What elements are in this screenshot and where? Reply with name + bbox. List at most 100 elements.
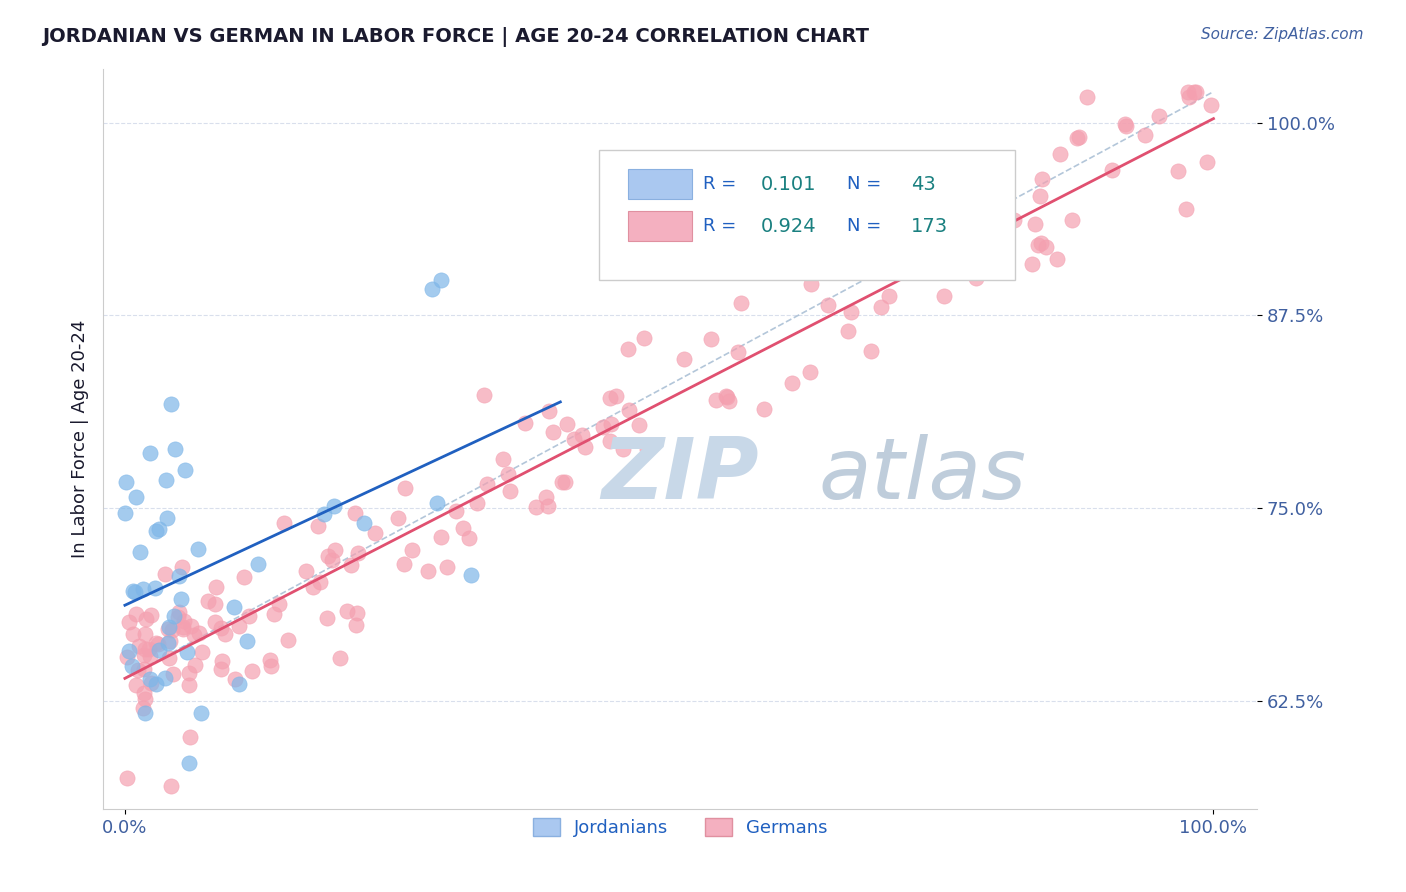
Point — [240, 664, 263, 678]
Point — [628, 417, 651, 432]
Point — [499, 484, 522, 499]
Point — [617, 342, 640, 356]
Point — [851, 241, 873, 255]
Point — [117, 649, 139, 664]
Point — [167, 605, 190, 619]
Point — [134, 662, 156, 676]
Point — [139, 675, 162, 690]
Point — [1067, 129, 1090, 144]
Text: 0.924: 0.924 — [761, 217, 817, 235]
Point — [599, 417, 621, 431]
Point — [145, 636, 167, 650]
Point — [716, 390, 738, 404]
Point — [592, 420, 614, 434]
Point — [307, 519, 329, 533]
Text: N =: N = — [848, 218, 882, 235]
Point — [329, 651, 352, 665]
Text: ZIP: ZIP — [602, 434, 759, 517]
Point — [571, 428, 593, 442]
Point — [932, 289, 955, 303]
Point — [163, 608, 186, 623]
Point — [146, 638, 169, 652]
Point — [537, 404, 560, 418]
Point — [346, 606, 368, 620]
Point — [340, 558, 363, 572]
Text: R =: R = — [703, 175, 737, 193]
Point — [619, 403, 641, 417]
Text: 0.101: 0.101 — [761, 175, 817, 194]
Point — [148, 522, 170, 536]
Point — [752, 402, 775, 417]
Point — [1002, 213, 1025, 227]
Point — [309, 574, 332, 589]
Point — [1026, 237, 1049, 252]
Point — [135, 612, 157, 626]
Point — [426, 496, 449, 510]
Point — [122, 627, 145, 641]
Point — [394, 557, 416, 571]
Point — [159, 397, 181, 411]
Point — [145, 524, 167, 539]
Point — [224, 672, 246, 686]
Point — [492, 452, 515, 467]
Point — [555, 417, 578, 431]
Text: Source: ZipAtlas.com: Source: ZipAtlas.com — [1201, 27, 1364, 42]
Point — [1184, 85, 1206, 99]
Y-axis label: In Labor Force | Age 20-24: In Labor Force | Age 20-24 — [72, 319, 89, 558]
Point — [1066, 131, 1088, 145]
Point — [155, 473, 177, 487]
Point — [387, 511, 409, 525]
Point — [1167, 163, 1189, 178]
Point — [1174, 202, 1197, 216]
Point — [263, 607, 285, 622]
Point — [1177, 86, 1199, 100]
Point — [211, 654, 233, 668]
Point — [138, 446, 160, 460]
Point — [420, 282, 443, 296]
Point — [727, 344, 749, 359]
Point — [1021, 257, 1043, 271]
Point — [418, 564, 440, 578]
Point — [134, 706, 156, 720]
Point — [457, 531, 479, 545]
Point — [562, 432, 585, 446]
Point — [986, 231, 1008, 245]
Point — [364, 525, 387, 540]
Point — [132, 686, 155, 700]
Point — [343, 506, 366, 520]
Point — [780, 376, 803, 390]
Point — [436, 560, 458, 574]
Point — [153, 671, 176, 685]
Point — [323, 543, 346, 558]
Point — [177, 665, 200, 680]
Point — [472, 387, 495, 401]
Point — [1178, 89, 1201, 103]
Point — [145, 677, 167, 691]
Point — [347, 546, 370, 560]
Point — [1182, 85, 1205, 99]
Point — [1060, 213, 1083, 227]
Point — [179, 730, 201, 744]
Point — [1024, 217, 1046, 231]
Point — [159, 779, 181, 793]
Point — [118, 615, 141, 629]
Point — [134, 648, 156, 663]
Point — [991, 256, 1014, 270]
Point — [273, 516, 295, 530]
Point — [1147, 109, 1170, 123]
Point — [169, 591, 191, 606]
Point — [633, 331, 655, 345]
Point — [222, 600, 245, 615]
Point — [179, 677, 201, 691]
Point — [132, 582, 155, 597]
Point — [496, 467, 519, 481]
Point — [673, 351, 696, 366]
Point — [321, 553, 343, 567]
Point — [1031, 235, 1053, 250]
Point — [394, 482, 416, 496]
Point — [165, 442, 187, 456]
Text: JORDANIAN VS GERMAN IN LABOR FORCE | AGE 20-24 CORRELATION CHART: JORDANIAN VS GERMAN IN LABOR FORCE | AGE… — [42, 27, 869, 46]
Point — [717, 394, 740, 409]
Point — [157, 620, 180, 634]
Point — [148, 642, 170, 657]
